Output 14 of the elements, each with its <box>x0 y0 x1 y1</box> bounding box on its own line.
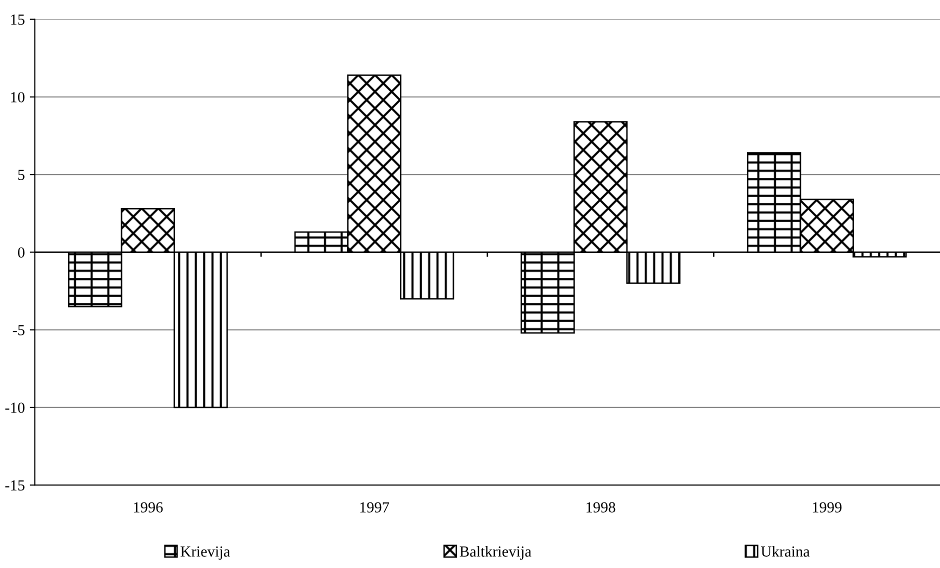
legend-label: Ukraina <box>761 546 810 557</box>
y-tick-label: -10 <box>5 402 24 413</box>
x-tick-label: 1997 <box>360 502 390 512</box>
x-tick-label: 1999 <box>812 502 842 512</box>
legend-label: Baltkrievija <box>460 546 532 560</box>
y-tick-label: -15 <box>5 480 24 491</box>
y-tick-label: 10 <box>11 92 24 102</box>
y-tick-label: 5 <box>18 170 24 180</box>
legend-label: Krievija <box>180 546 230 560</box>
x-tick-label: 1996 <box>134 502 163 512</box>
y-tick-label: 15 <box>11 14 24 25</box>
y-tick-label: 0 <box>18 247 24 258</box>
x-tick-label: 1998 <box>586 502 616 512</box>
y-tick-label: -5 <box>12 325 24 336</box>
